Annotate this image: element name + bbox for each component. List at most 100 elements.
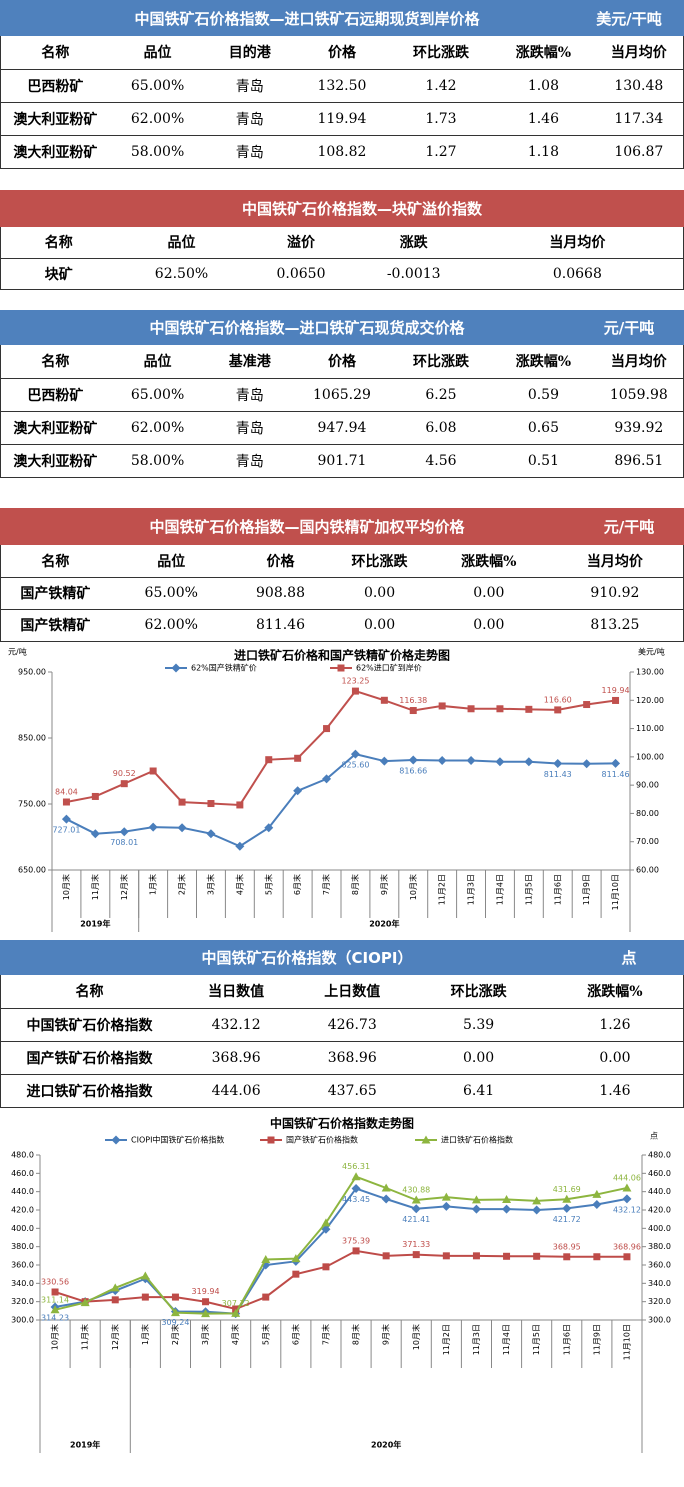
y2-tick-label: 130.00	[636, 668, 664, 677]
column-header: 名称	[0, 975, 179, 1009]
marker	[437, 755, 447, 765]
row: 进口铁矿石价格指数 444.06 437.65 6.41 1.46	[0, 1074, 684, 1108]
cell: 58.00%	[109, 135, 206, 169]
y-tick-label: 340.0	[11, 1279, 34, 1288]
x-tick-label: 12月末	[119, 874, 129, 900]
data-label: 727.01	[52, 826, 80, 835]
tbody: 巴西粉矿 65.00% 青岛 132.50 1.42 1.08 130.48 澳大利亚粉矿 62…	[0, 69, 684, 169]
marker	[623, 1253, 631, 1261]
table-title: 中国铁矿石价格指数（CIOPI）	[201, 949, 413, 967]
table-header: 中国铁矿石价格指数—国内铁精矿加权平均价格 元/干吨	[0, 508, 684, 545]
cell: 1.26	[546, 1008, 684, 1042]
cell: 65.00%	[109, 378, 206, 412]
cell: 62.00%	[109, 102, 206, 136]
cell: 1059.98	[594, 378, 684, 412]
column-header: 基准港	[205, 345, 295, 379]
marker	[202, 1298, 210, 1306]
x-tick-label: 3月末	[200, 1324, 210, 1345]
table-block: 中国铁矿石价格指数（CIOPI）点名称 当日数值 上日数值 环比涨跌 涨跌幅% 中国铁矿石…	[0, 940, 684, 1108]
data-label: 825.60	[341, 761, 369, 770]
series-line	[54, 1249, 627, 1311]
marker	[592, 1189, 602, 1198]
marker	[62, 798, 70, 806]
x-tick-label: 5月末	[263, 874, 273, 895]
marker	[525, 705, 533, 713]
column-header: 环比涨跌	[410, 975, 547, 1009]
cell: 947.94	[294, 411, 390, 445]
row: 澳大利亚粉矿 58.00% 青岛 108.82 1.27 1.18 106.87	[0, 135, 684, 169]
x-tick-label: 10月末	[408, 874, 418, 900]
data-label: 116.60	[544, 695, 572, 704]
marker	[351, 1172, 361, 1181]
cell: 901.71	[294, 444, 390, 478]
table: 名称 品位 价格 环比涨跌 涨跌幅% 当月均价 国产铁精矿 65.00% 908.88 0.00 0…	[0, 545, 684, 642]
column-header: 涨跌幅%	[492, 345, 595, 379]
chart-title: 中国铁矿石价格指数走势图	[270, 1116, 414, 1131]
cell: 1.73	[389, 102, 493, 136]
cell: 368.96	[178, 1041, 295, 1075]
marker	[496, 705, 504, 713]
x-tick-label: 10月末	[50, 1324, 60, 1350]
cell: 澳大利亚粉矿	[0, 444, 110, 478]
marker	[411, 1195, 421, 1204]
x-tick-label: 11月10日	[611, 874, 620, 910]
column-header: 当月均价	[594, 36, 684, 70]
y-tick-label: 360.0	[11, 1261, 34, 1270]
x-tick-label: 11月4日	[502, 1324, 511, 1355]
cell: 中国铁矿石价格指数	[0, 1008, 179, 1042]
table-unit: 美元/干吨	[596, 9, 662, 28]
x-tick-label: 1月末	[148, 874, 158, 895]
cell: 青岛	[205, 411, 295, 445]
x-tick-label: 9月末	[381, 1324, 391, 1345]
x-tick-label: 5月末	[260, 1324, 270, 1345]
row: 巴西粉矿 65.00% 青岛 132.50 1.42 1.08 130.48	[0, 69, 684, 103]
x-tick-label: 10月末	[411, 1324, 421, 1350]
cell: 青岛	[205, 444, 295, 478]
marker	[149, 767, 157, 775]
marker	[148, 822, 158, 832]
cell: 澳大利亚粉矿	[0, 411, 110, 445]
data-label: 431.69	[553, 1185, 581, 1194]
marker	[442, 1252, 450, 1260]
data-label: 432.12	[613, 1205, 641, 1214]
x-tick-label: 11月2日	[438, 874, 447, 905]
marker	[379, 756, 389, 766]
marker	[261, 1255, 271, 1263]
y2-tick-label: 100.00	[636, 752, 664, 761]
marker	[235, 841, 245, 851]
marker	[412, 1251, 420, 1259]
marker	[503, 1252, 511, 1260]
header-row: 名称 品位 目的港 价格 环比涨跌 涨跌幅% 当月均价	[0, 36, 684, 70]
y-tick-label: 380.0	[11, 1242, 34, 1251]
table-block: 中国铁矿石价格指数—国内铁精矿加权平均价格 元/干吨 名称 品位 价格 环比涨跌 涨跌幅% 当…	[0, 508, 684, 642]
cell: 0.0650	[246, 258, 356, 290]
x-tick-label: 11月10日	[622, 1324, 631, 1360]
marker	[141, 1293, 149, 1301]
x-tick-label: 6月末	[292, 874, 302, 895]
cell: 811.46	[232, 609, 329, 642]
y2-tick-label: 90.00	[636, 781, 659, 790]
cell: 1.27	[389, 135, 493, 169]
marker	[411, 1204, 421, 1214]
marker	[322, 774, 332, 784]
column-header: 环比涨跌	[389, 345, 493, 379]
marker	[495, 757, 505, 767]
cell: 6.25	[389, 378, 493, 412]
column-header: 品位	[109, 345, 206, 379]
cell: 0.00	[546, 1041, 684, 1075]
table-block: 中国铁矿石价格指数—进口铁矿石现货成交价格 元/干吨 名称 品位 基准港 价格 环比涨跌 涨跌…	[0, 310, 684, 478]
data-label: 314.23	[41, 1313, 69, 1322]
legend-label: 进口铁矿石价格指数	[441, 1135, 513, 1145]
x-tick-label: 8月末	[350, 874, 360, 895]
column-header: 当月均价	[546, 545, 684, 578]
y-tick-label: 480.0	[11, 1151, 34, 1160]
cell: 6.08	[389, 411, 493, 445]
group-label: 2020年	[369, 919, 399, 929]
y-tick-label: 950.00	[18, 668, 46, 677]
series-line	[66, 689, 616, 806]
cell: 444.06	[178, 1074, 295, 1108]
data-label: 319.94	[192, 1287, 220, 1296]
y2-tick-label: 440.0	[648, 1187, 671, 1196]
row: 国产铁矿石价格指数 368.96 368.96 0.00 0.00	[0, 1041, 684, 1075]
